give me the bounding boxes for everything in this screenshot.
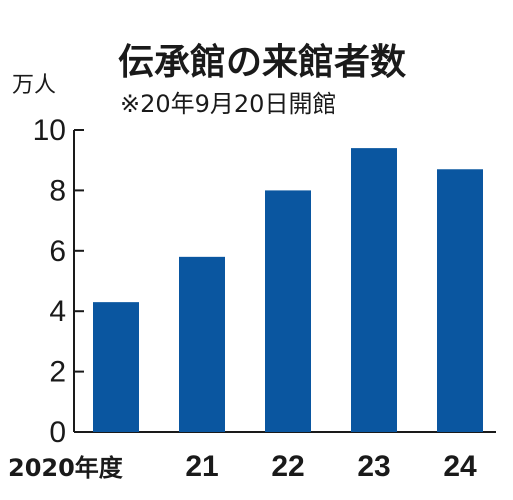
x-tick-label: 22 <box>271 450 304 483</box>
x-tick-label: 2020年度 <box>8 454 124 482</box>
x-tick-label: 21 <box>185 450 218 483</box>
bar <box>437 169 483 432</box>
chart-subtitle: ※20年9月20日開館 <box>120 90 336 118</box>
y-tick-label: 10 <box>33 114 66 147</box>
y-tick-label: 4 <box>49 295 66 328</box>
bar <box>93 302 139 432</box>
x-tick-label: 23 <box>357 450 390 483</box>
y-tick-label: 8 <box>49 174 66 207</box>
y-tick-label: 2 <box>49 356 66 389</box>
bar <box>265 190 311 432</box>
y-axis-unit-label: 万人 <box>12 73 56 98</box>
y-tick-label: 0 <box>49 416 66 449</box>
bar <box>179 256 225 432</box>
x-tick-label: 24 <box>443 450 477 483</box>
bar <box>351 148 397 432</box>
chart-title: 伝承館の来館者数 <box>118 41 406 83</box>
y-tick-label: 6 <box>49 235 66 268</box>
